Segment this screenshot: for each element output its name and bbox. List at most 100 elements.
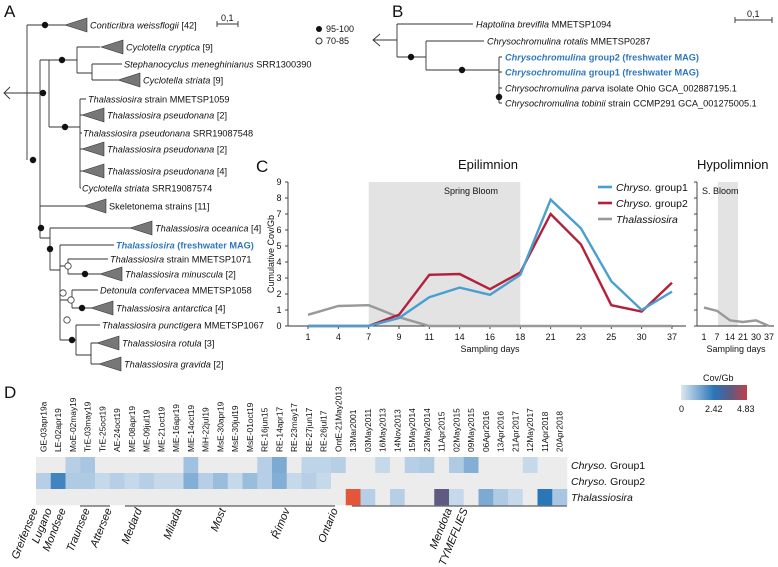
heatmap-cell — [434, 489, 450, 506]
line-chart-hypolimnion: S. Bloom Hypolimnion 1 7 14 21 30 37 Sampling da… — [694, 157, 774, 354]
heatmap-cell — [404, 457, 420, 474]
heatmap-cell — [404, 489, 420, 506]
tree-b-leaf: Haptolina brevifila MMETSP1094 — [476, 20, 611, 30]
heatmap-cell — [242, 489, 258, 506]
y-tick-label: 0 — [276, 321, 281, 331]
heatmap-column-label: ME-09jul19 — [142, 409, 152, 452]
y-tick-label: 8 — [276, 193, 281, 203]
heatmap-cell — [522, 457, 538, 474]
heatmap-cell — [242, 473, 258, 490]
lake-label: Římov — [269, 505, 294, 541]
heatmap-cell — [404, 473, 420, 490]
collapsed-clade-triangle-icon — [100, 39, 124, 55]
heatmap-row-label: Chryso. Group2 — [571, 476, 645, 488]
heatmap-column-label: MiE-16apr19 — [171, 404, 181, 452]
heatmap-column-label: TrE-25oct19 — [97, 406, 107, 452]
x-tick-label: 37 — [764, 332, 774, 342]
heatmap-cell — [286, 489, 302, 506]
collapsed-clade-triangle-icon — [96, 335, 120, 351]
collapsed-clade-triangle-icon — [81, 141, 105, 157]
x-tick-label: 7 — [366, 332, 371, 342]
x-tick-label: 23 — [576, 332, 586, 342]
heatmap-column-label: 06Apr2016 — [481, 411, 491, 452]
heatmap-column-label: MiH-22jul19 — [201, 407, 211, 452]
tree-a-leaf: Thalassiosira pseudonana [4] — [107, 167, 227, 177]
tree-a-leaf: Detonula confervacea MMETSP1058 — [100, 286, 252, 296]
heatmap-column-label: 23May2014 — [422, 408, 432, 452]
legend-label: Chryso. group1 — [616, 182, 688, 194]
svg-text:2.42: 2.42 — [705, 404, 723, 414]
spring-bloom-shade — [368, 182, 521, 326]
collapsed-clade-triangle-icon — [117, 72, 141, 88]
colorbar: Cov/Gb 0 2.42 4.83 — [679, 373, 755, 414]
heatmap-cell — [213, 489, 229, 506]
heatmap-cell — [257, 473, 273, 490]
heatmap-cell — [124, 473, 140, 490]
y-tick-label: 3 — [276, 273, 281, 283]
tree-b-leaf: Chrysochromulina parva isolate Ohio GCA_… — [505, 84, 737, 94]
heatmap-cell — [124, 457, 140, 474]
heatmap-cell — [493, 489, 509, 506]
heatmap-column-label: TrE-03may19 — [83, 401, 93, 452]
heatmap-cell — [390, 457, 406, 474]
heatmap-row-label: Thalassiosira — [571, 492, 633, 504]
heatmap-cell — [257, 457, 273, 474]
heatmap-cell — [213, 457, 229, 474]
heatmap-cell — [183, 489, 199, 506]
heatmap-column-label: RE-26jul17 — [319, 410, 329, 452]
tree-a-leaf: Thalassiosira gravida [2] — [124, 360, 224, 370]
heatmap-cell — [345, 489, 361, 506]
heatmap-cell — [360, 457, 376, 474]
heatmap-cell — [463, 473, 479, 490]
tree-a-branches — [3, 21, 131, 365]
x-tick-label: 14 — [725, 332, 735, 342]
heatmap-cell — [168, 489, 184, 506]
heatmap-cell — [419, 457, 435, 474]
heatmap-cell — [50, 457, 66, 474]
x-tick-label: 16 — [485, 332, 495, 342]
x-tick-label: 37 — [667, 332, 677, 342]
heatmap-column-label: 21Apr2017 — [510, 411, 520, 452]
heatmap-column-label: MiE-14oct19 — [186, 405, 196, 452]
heatmap-column-label: RE-27jun17 — [304, 407, 314, 452]
heatmap-cell — [65, 457, 81, 474]
heatmap-cell — [522, 473, 538, 490]
heatmap-cell — [272, 489, 288, 506]
shade-label: S. Bloom — [702, 186, 739, 196]
heatmap-cell — [227, 489, 243, 506]
heatmap-cell — [552, 473, 568, 490]
tree-a-leaves: Conticribra weissflogii [42] Cyclotella c… — [82, 21, 311, 370]
heatmap-cell — [168, 473, 184, 490]
heatmap-cell — [316, 457, 332, 474]
lake-label: Ontario — [316, 507, 341, 545]
series-line — [308, 197, 673, 328]
collapsed-clade-triangle-icon — [98, 356, 122, 372]
heatmap-cell — [154, 457, 170, 474]
heatmap-cell — [316, 473, 332, 490]
heatmap-cell — [95, 473, 111, 490]
collapsed-clade-triangle-icon — [90, 300, 114, 316]
heatmap-cell — [345, 457, 361, 474]
heatmap-cell — [390, 473, 406, 490]
heatmap-cell — [552, 457, 568, 474]
heatmap-column-label: MsE-01oct19 — [245, 402, 255, 452]
heatmap-cell — [434, 473, 450, 490]
heatmap-cell — [449, 489, 465, 506]
x-tick-label: 4 — [336, 332, 341, 342]
heatmap-cell — [375, 489, 391, 506]
heatmap-cell — [331, 489, 347, 506]
heatmap-cell — [331, 473, 347, 490]
tree-a-leaf: Thalassiosira rotula [3] — [122, 339, 214, 349]
heatmap-cell — [139, 473, 155, 490]
tree-a-leaf: Thalassiosira antarctica [4] — [116, 304, 225, 314]
heatmap-cell — [537, 457, 553, 474]
collapsed-clade-triangle-icon — [99, 266, 123, 282]
heatmap-column-label: 20Apr2018 — [555, 411, 565, 452]
heatmap-cell — [508, 473, 524, 490]
colorbar-gradient — [681, 385, 747, 400]
heatmap-column-label: 15May2014 — [407, 408, 417, 452]
heatmap-cell — [360, 489, 376, 506]
heatmap-cell — [154, 489, 170, 506]
heatmap-cell — [168, 457, 184, 474]
heatmap-column-label: 14Nov2013 — [392, 409, 402, 452]
